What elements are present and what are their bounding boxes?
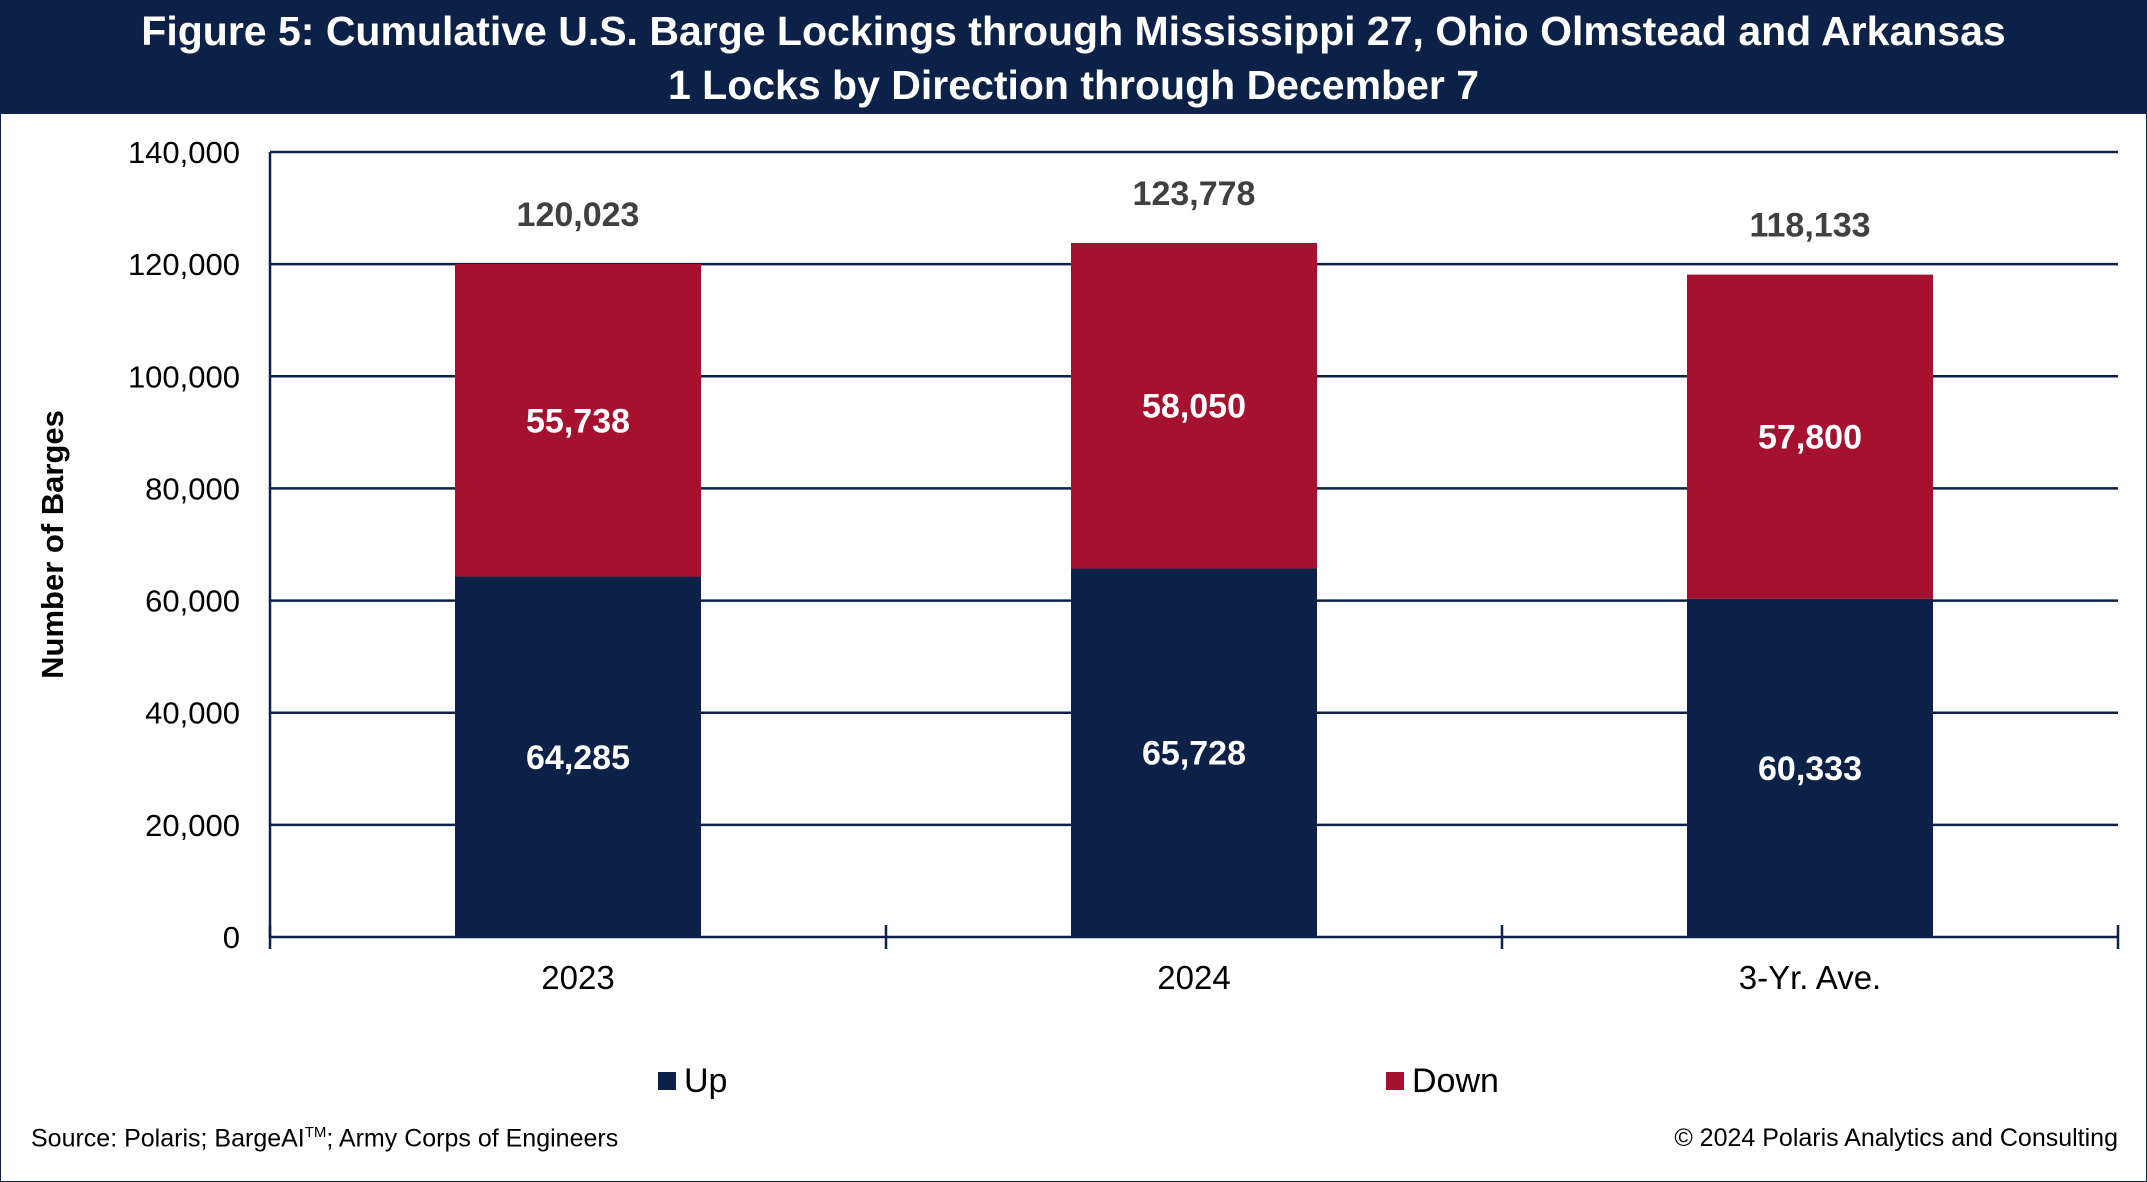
bar-segment-up xyxy=(1071,568,1317,937)
total-value-label: 118,133 xyxy=(1749,207,1870,245)
y-tick-label: 120,000 xyxy=(128,247,240,282)
legend-swatch-down xyxy=(1386,1072,1404,1090)
total-value-label: 120,023 xyxy=(517,196,640,234)
legend-label-up: Up xyxy=(684,1062,727,1100)
segment-value-label: 55,738 xyxy=(526,402,630,440)
y-tick-label: 80,000 xyxy=(145,471,240,506)
trademark-mark: TM xyxy=(304,1124,327,1141)
copyright-note: © 2024 Polaris Analytics and Consulting xyxy=(1674,1124,2118,1152)
y-tick-label: 140,000 xyxy=(128,135,240,170)
labels: 0 20,000 40,000 60,000 80,000 100,000 120,000 1… xyxy=(35,135,1881,996)
x-tick-label: 2023 xyxy=(541,959,614,996)
bar-segment-down xyxy=(1687,274,1933,599)
x-tick-label: 2024 xyxy=(1157,959,1230,996)
source-note: Source: Polaris; BargeAITM; Army Corps o… xyxy=(31,1124,618,1153)
x-tick-label: 3-Yr. Ave. xyxy=(1739,959,1881,996)
bar-segment-down xyxy=(1071,242,1317,569)
segment-value-label: 64,285 xyxy=(526,739,630,777)
legend: Up Down xyxy=(658,1062,1499,1100)
bar-segment-up xyxy=(1687,598,1933,937)
axes xyxy=(268,152,2120,949)
segment-value-label: 65,728 xyxy=(1142,735,1246,773)
y-axis-title: Number of Barges xyxy=(35,410,70,679)
segment-value-label: 58,050 xyxy=(1142,388,1246,426)
bar-segment-down xyxy=(455,264,701,577)
chart-title-line-1: Figure 5: Cumulative U.S. Barge Lockings… xyxy=(141,7,2006,54)
source-suffix: ; Army Corps of Engineers xyxy=(326,1124,619,1153)
legend-label-down: Down xyxy=(1412,1062,1499,1100)
segment-value-label: 57,800 xyxy=(1758,419,1862,457)
total-value-label: 123,778 xyxy=(1133,175,1256,213)
bar-segment-up xyxy=(455,576,701,937)
y-tick-label: 20,000 xyxy=(145,808,240,843)
y-tick-label: 0 xyxy=(223,920,240,955)
source-prefix: Source: Polaris; BargeAI xyxy=(31,1124,305,1153)
legend-swatch-up xyxy=(658,1072,676,1090)
y-tick-label: 40,000 xyxy=(145,696,240,731)
y-tick-label: 100,000 xyxy=(128,359,240,394)
title-bar: Figure 5: Cumulative U.S. Barge Lockings… xyxy=(1,1,2146,114)
segment-value-label: 60,333 xyxy=(1758,750,1862,788)
chart-title-line-2: 1 Locks by Direction through December 7 xyxy=(667,61,1480,108)
bars xyxy=(455,242,1933,937)
y-tick-label: 60,000 xyxy=(145,584,240,619)
